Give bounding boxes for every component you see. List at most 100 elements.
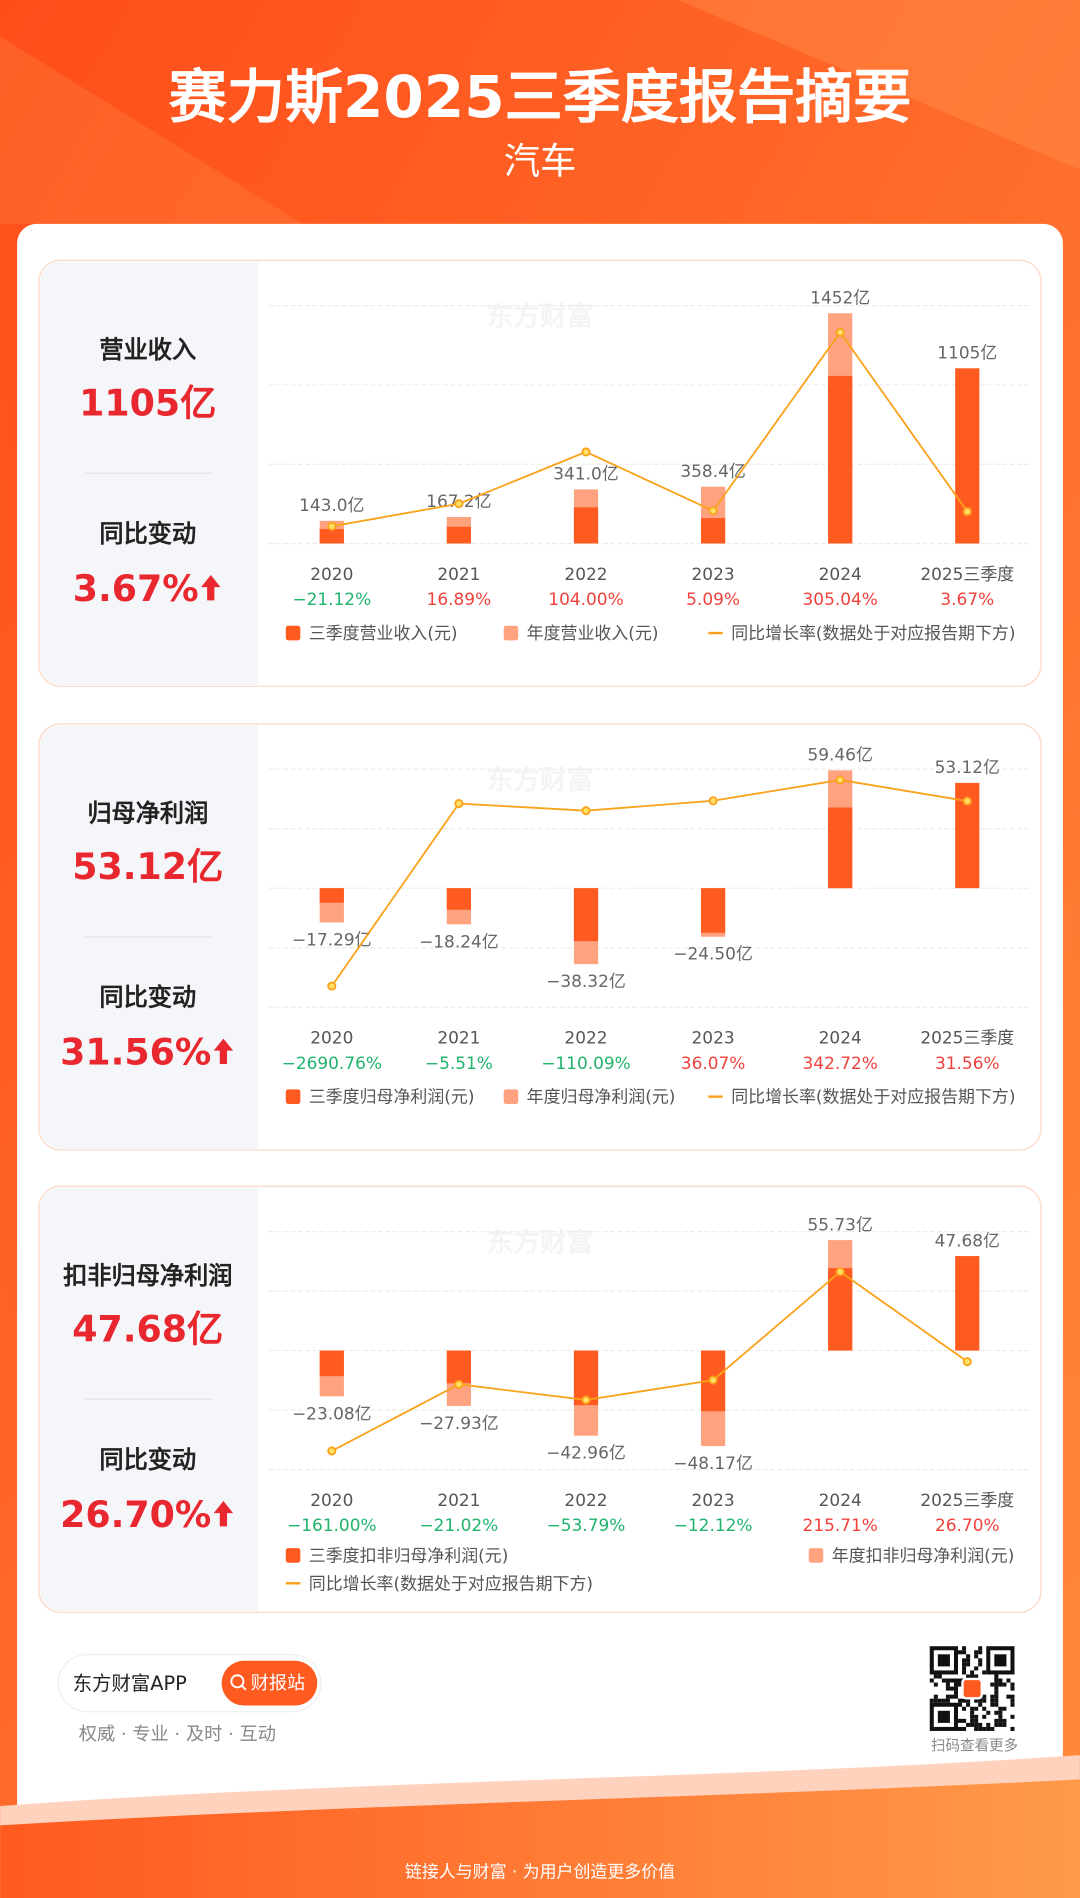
qr-cell [994,1702,999,1707]
growth-label: 26.70% [935,1515,1000,1535]
qr-cell [994,1698,999,1703]
value-label: −23.08亿 [292,1403,372,1423]
value-label: 341.0亿 [553,464,618,484]
qr-cell [1010,1694,1015,1699]
subtitle: 汽车 [504,139,577,182]
qr-cell [982,1714,987,1719]
up-arrow [201,574,221,601]
legend-label: 同比增长率(数据处于对应报告期下方) [731,1087,1015,1107]
bar [319,888,344,903]
watermark: 东方财富 [487,302,594,333]
qr-cell [986,1726,991,1731]
search-icon [230,1674,245,1689]
growth-point [962,796,972,806]
qr-cell [933,1674,938,1679]
qr-cell [953,1694,959,1699]
qr-cell [994,1690,999,1695]
qr-cell [982,1694,987,1699]
growth-point [454,1379,464,1389]
growth-label: 16.89% [427,589,492,609]
value-label: 143.0亿 [299,495,364,515]
growth-point [327,1446,337,1456]
bar [573,888,599,942]
growth-point [708,1375,718,1385]
qr-caption: 扫码查看更多 [931,1738,1018,1755]
bar [828,1268,853,1351]
growth-label: 36.07% [681,1053,746,1073]
x-tick-label: 2022 [564,1490,607,1510]
qr-cell [974,1666,979,1671]
qr-cell [1002,1722,1007,1727]
qr-cell [937,1674,942,1679]
qr-cell [978,1662,983,1667]
qr-cell [970,1714,975,1719]
wave [0,1779,1080,1898]
panel [38,1185,1042,1613]
decor [677,0,1080,170]
metric-label: 归母净利润 [87,799,208,827]
x-tick-label: 2020 [310,1027,353,1047]
qr-cell [949,1694,954,1699]
growth-label: −53.79% [547,1515,626,1535]
qr-cell [994,1722,999,1727]
x-tick-label: 2023 [692,1027,735,1047]
growth-point [962,1357,972,1367]
value-label: −17.29亿 [292,929,372,949]
qr-cell [982,1706,987,1711]
qr-cell [962,1650,967,1655]
growth-line [331,779,968,987]
qr-cell [966,1674,971,1679]
qr-cell [929,1678,934,1683]
qr-cell [994,1686,999,1691]
qr-cell [953,1690,959,1695]
qr-cell [998,1718,1003,1723]
growth-point [708,796,718,806]
qr-cell [994,1718,999,1723]
x-tick-label: 2020 [310,1490,353,1510]
bar [446,526,472,544]
metric-label: 扣非归母净利润 [63,1262,232,1290]
growth-point [708,506,718,516]
x-tick-label: 2021 [437,1490,480,1510]
qr-cell [962,1646,967,1651]
up-arrow [213,1038,234,1064]
bar [955,1256,980,1351]
legend-label: 三季度扣非归母净利润(元) [309,1545,509,1565]
watermark: 东方财富 [487,1228,594,1259]
qr-cell [958,1678,963,1683]
x-tick-label: 2022 [564,564,607,584]
qr-cell [978,1698,983,1703]
qr-finder [937,1654,950,1667]
bar [319,529,344,544]
qr-cell [982,1670,987,1675]
qr-cell [990,1702,995,1707]
qr-cell [958,1650,963,1655]
report-button[interactable] [221,1660,318,1706]
app-name: 东方财富APP [73,1672,187,1695]
qr-cell [974,1718,979,1723]
qr-cell [962,1662,967,1667]
growth-point [327,981,337,991]
growth-point [327,521,337,531]
qr-cell [998,1678,1003,1683]
qr-cell [1002,1706,1007,1711]
x-tick-label: 2025三季度 [920,1490,1014,1510]
x-tick-label: 2024 [819,564,862,584]
growth-point [581,806,591,816]
legend-label: 三季度归母净利润(元) [309,1087,475,1107]
qr-cell [978,1702,983,1707]
report-button-text[interactable]: 财报站 [251,1673,305,1694]
qr-cell [958,1698,963,1703]
metric-value: 1105亿 [79,382,216,425]
qr-cell [970,1670,975,1675]
growth-label: −2690.76% [282,1053,382,1073]
qr-cell [970,1722,975,1727]
value-label: −27.93亿 [419,1413,499,1433]
qr-cell [941,1678,946,1683]
qr-cell [958,1718,963,1723]
qr-cell [974,1650,979,1655]
qr-cell [998,1682,1003,1687]
value-label: 59.46亿 [807,745,872,765]
panel [38,259,1042,687]
qr-cell [953,1686,959,1691]
